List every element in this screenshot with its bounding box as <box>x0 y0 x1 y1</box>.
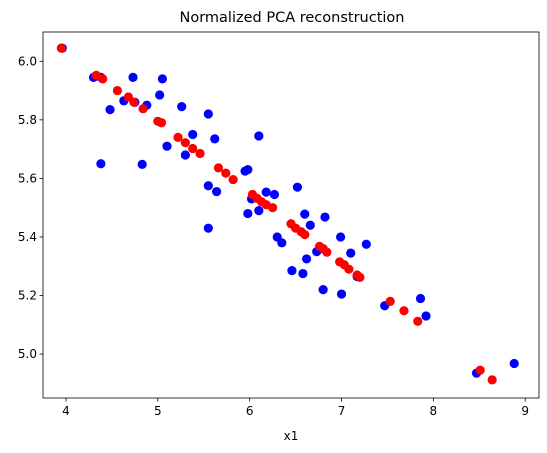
point-reconstruction-9 <box>173 132 183 143</box>
point-reconstruction-37 <box>487 375 497 385</box>
point-original-15 <box>96 159 106 169</box>
y-tick-label-5.0: 5.0 <box>18 347 37 361</box>
point-original-33 <box>277 238 287 248</box>
point-reconstruction-20 <box>268 203 278 213</box>
point-reconstruction-27 <box>322 247 332 257</box>
x-tick-label-9: 9 <box>521 404 529 418</box>
point-original-50 <box>509 358 519 369</box>
point-original-10 <box>177 102 187 112</box>
point-original-9 <box>155 90 165 100</box>
y-tick-label-5.6: 5.6 <box>18 171 37 185</box>
point-reconstruction-2 <box>98 74 108 84</box>
point-original-40 <box>302 254 312 264</box>
point-original-24 <box>261 187 271 197</box>
x-axis-label: x1 <box>284 429 299 443</box>
point-original-30 <box>320 212 330 222</box>
point-original-48 <box>421 311 431 321</box>
point-reconstruction-15 <box>228 174 238 185</box>
point-original-17 <box>162 141 172 151</box>
point-reconstruction-32 <box>355 272 365 282</box>
point-original-18 <box>180 150 190 160</box>
x-tick-label-6: 6 <box>246 404 254 418</box>
x-tick-label-8: 8 <box>430 404 438 418</box>
point-original-45 <box>336 289 347 299</box>
point-original-12 <box>188 129 198 140</box>
x-tick-label-4: 4 <box>62 404 70 418</box>
point-original-13 <box>210 134 220 144</box>
ticks-layer: 4 5 6 7 8 9 5.0 5.2 5.4 5.6 5.8 6.0 <box>18 54 529 418</box>
x-tick-label-5: 5 <box>154 404 162 418</box>
point-reconstruction-35 <box>413 316 423 326</box>
point-original-16 <box>137 159 147 169</box>
point-original-21 <box>203 181 213 191</box>
point-reconstruction-6 <box>138 104 148 114</box>
point-original-3 <box>128 72 138 82</box>
point-original-39 <box>361 239 371 249</box>
plot-frame <box>42 31 540 399</box>
point-original-47 <box>415 293 426 304</box>
point-original-42 <box>298 268 308 279</box>
chart-title: Normalized PCA reconstruction <box>180 10 405 26</box>
point-original-29 <box>300 209 310 219</box>
point-original-14 <box>254 131 264 141</box>
point-original-20 <box>243 165 253 175</box>
point-reconstruction-12 <box>195 148 205 159</box>
point-reconstruction-36 <box>475 365 485 375</box>
point-original-5 <box>105 104 115 115</box>
point-original-22 <box>212 186 222 197</box>
point-original-31 <box>203 223 213 233</box>
point-reconstruction-3 <box>112 85 122 96</box>
point-original-28 <box>292 182 303 192</box>
point-original-27 <box>243 208 253 219</box>
y-tick-label-5.4: 5.4 <box>18 230 37 244</box>
point-reconstruction-13 <box>213 163 224 173</box>
point-reconstruction-33 <box>385 296 395 306</box>
point-reconstruction-0 <box>56 43 66 53</box>
point-reconstruction-5 <box>129 97 139 107</box>
point-reconstruction-11 <box>188 143 198 154</box>
points-layer <box>56 43 519 385</box>
point-reconstruction-34 <box>399 306 409 316</box>
point-original-11 <box>203 109 213 119</box>
point-original-41 <box>287 266 297 276</box>
y-tick-label-5.2: 5.2 <box>18 289 37 303</box>
x-tick-label-7: 7 <box>338 404 346 418</box>
point-original-38 <box>346 248 356 258</box>
point-original-34 <box>305 220 315 230</box>
y-tick-label-6.0: 6.0 <box>18 54 37 68</box>
point-original-4 <box>157 74 168 84</box>
point-reconstruction-24 <box>300 230 310 240</box>
point-original-44 <box>318 285 328 295</box>
point-original-35 <box>336 232 346 242</box>
point-original-26 <box>254 206 264 216</box>
point-reconstruction-14 <box>221 168 231 178</box>
point-reconstruction-8 <box>156 118 167 128</box>
point-reconstruction-30 <box>344 264 354 274</box>
point-reconstruction-10 <box>180 138 190 148</box>
point-original-25 <box>269 189 280 200</box>
y-tick-label-5.8: 5.8 <box>18 113 37 127</box>
